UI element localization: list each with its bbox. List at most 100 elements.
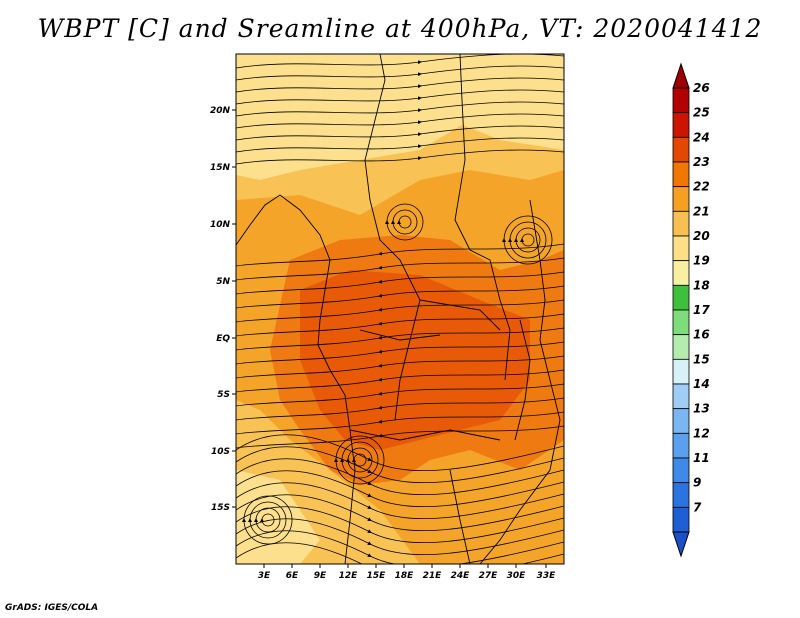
streamline — [236, 257, 564, 281]
lon-tick-label: 24E — [451, 571, 471, 581]
streamline — [508, 221, 547, 259]
colorbar-swatch — [672, 284, 690, 311]
streamline — [236, 125, 564, 141]
streamline — [236, 411, 564, 435]
streamline — [236, 113, 564, 129]
streamline — [236, 313, 564, 337]
colorbar-bottom-triangle — [672, 531, 690, 558]
colorbar-swatch — [672, 210, 690, 237]
border-line-6 — [449, 469, 471, 564]
streamline — [236, 506, 564, 544]
streamline — [236, 89, 564, 105]
map-title: WBPT [C] and Sreamline at 400hPa, VT: 20… — [37, 14, 763, 43]
lat-tick-label: 15N — [210, 163, 231, 173]
streamline — [260, 513, 275, 527]
colorbar-label: 14 — [693, 377, 710, 391]
lon-tick-label: 9E — [314, 571, 327, 581]
streamline — [236, 149, 564, 165]
streamline — [236, 137, 564, 153]
lat-tick-label: EQ — [216, 334, 230, 344]
lon-tick-label: 3E — [258, 571, 271, 581]
lat-tick-label: 5S — [217, 390, 230, 400]
colorbar-label: 25 — [693, 106, 710, 120]
lon-tick-label: 27E — [479, 571, 499, 581]
colorbar-label: 20 — [693, 229, 710, 243]
streamline — [236, 482, 564, 520]
map-frame — [235, 53, 565, 565]
colorbar-swatch — [672, 87, 690, 114]
lon-tick-label: 12E — [339, 571, 359, 581]
wbpt-shading — [236, 54, 564, 564]
streamline — [236, 77, 564, 93]
streamline — [236, 434, 564, 472]
streamline — [236, 542, 564, 564]
lon-tick-label: 6E — [286, 571, 299, 581]
shade-23-24 — [300, 270, 530, 450]
colorbar-label: 13 — [693, 402, 710, 416]
border-line-4 — [359, 329, 441, 341]
streamline — [236, 530, 564, 564]
lon-tick-label: 18E — [395, 571, 415, 581]
streamline — [236, 341, 564, 365]
colorbar-swatch — [672, 358, 690, 385]
colorbar-label: 9 — [693, 476, 701, 490]
colorbar-swatch — [672, 408, 690, 434]
streamline — [502, 215, 553, 265]
colorbar-swatch — [672, 235, 690, 262]
colorbar-label: 22 — [693, 180, 710, 194]
lon-tick-label: 15E — [367, 571, 387, 581]
colorbar-label: 17 — [693, 303, 710, 317]
colorbar-swatch — [672, 136, 690, 163]
colorbar-label: 7 — [693, 500, 702, 514]
streamline — [397, 215, 412, 229]
colorbar-swatch — [672, 161, 690, 188]
lat-tick-label: 10N — [210, 220, 231, 230]
streamline — [242, 495, 293, 545]
streamline — [236, 458, 564, 496]
border-line-5 — [349, 429, 501, 441]
colorbar-swatch — [672, 334, 690, 360]
streamline — [236, 397, 564, 421]
coastlines-borders — [236, 54, 561, 564]
streamlines — [236, 54, 564, 564]
streamline — [236, 369, 564, 393]
latitude-axis: 20N 15N 10N 5N EQ 5S 10S 15S — [210, 106, 236, 513]
streamline — [236, 383, 564, 407]
colorbar-swatch — [672, 309, 690, 336]
lake-outline — [514, 319, 531, 441]
colorbar-swatch — [672, 432, 690, 459]
colorbar: 26 25 24 23 22 21 20 19 18 17 16 15 14 13 12 11 9 7 — [672, 62, 710, 558]
lat-tick-label: 15S — [211, 503, 230, 513]
border-line-3 — [419, 299, 501, 331]
streamline — [254, 507, 281, 533]
streamline — [236, 299, 564, 323]
streamline — [391, 209, 418, 235]
lon-tick-label: 21E — [423, 571, 443, 581]
east-coastline — [479, 199, 561, 564]
streamline — [236, 470, 564, 508]
streamline — [340, 441, 379, 479]
streamline — [236, 271, 564, 295]
colorbar-label: 26 — [693, 81, 710, 95]
colorbar-label: 18 — [693, 278, 710, 292]
colorbar-label: 11 — [693, 451, 710, 465]
streamline — [236, 446, 564, 484]
streamline — [236, 65, 564, 81]
lat-tick-label: 20N — [210, 106, 231, 116]
streamline — [236, 518, 564, 556]
streamline — [385, 203, 424, 241]
border-line-2 — [454, 54, 511, 381]
longitude-axis: 3E 6E 9E 12E 15E 18E 21E 24E 27E 30E 33E — [258, 564, 556, 581]
lon-tick-label: 30E — [507, 571, 527, 581]
lon-tick-label: 33E — [537, 571, 557, 581]
colorbar-label: 21 — [693, 204, 710, 218]
lat-tick-label: 10S — [211, 447, 230, 457]
streamline — [236, 355, 564, 379]
footer-credit: GrADS: IGES/COLA — [5, 603, 99, 613]
colorbar-swatch — [672, 383, 690, 410]
colorbar-swatch — [672, 260, 690, 286]
streamline — [248, 501, 287, 539]
streamline — [236, 101, 564, 117]
shade-19-20-southwest — [236, 470, 320, 564]
